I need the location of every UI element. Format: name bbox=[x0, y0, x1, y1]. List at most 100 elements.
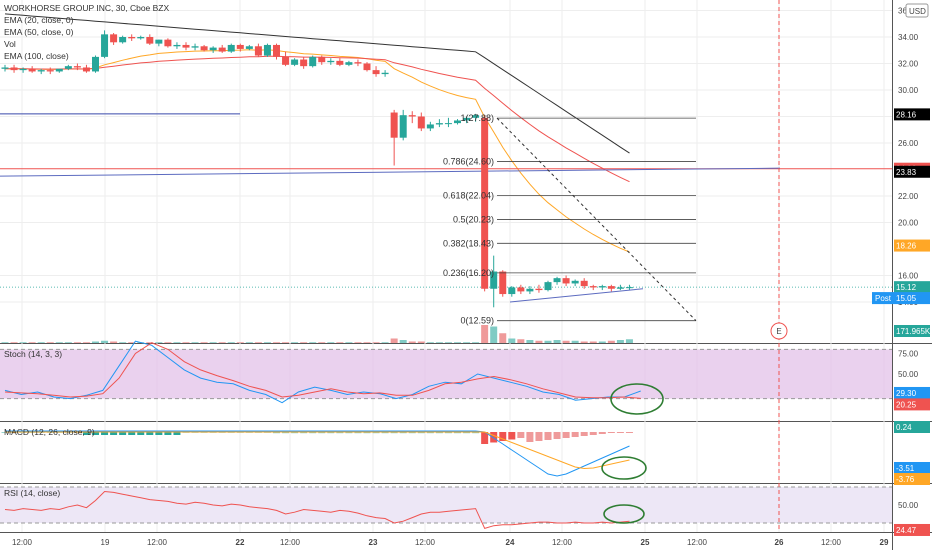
ema100-line bbox=[4, 13, 630, 154]
candle-body bbox=[336, 60, 344, 65]
volume-bar bbox=[444, 342, 452, 343]
candle-body bbox=[173, 44, 181, 47]
candle-body bbox=[417, 116, 425, 129]
currency-badge[interactable] bbox=[905, 3, 929, 18]
candle-body bbox=[553, 278, 561, 283]
candle-body bbox=[155, 39, 163, 44]
candle-body bbox=[64, 66, 72, 69]
macd-histogram-bar bbox=[399, 432, 407, 434]
price-tag bbox=[894, 281, 930, 294]
candle-body bbox=[263, 44, 271, 56]
time-tick-label: 29 bbox=[880, 538, 889, 547]
candle-body bbox=[191, 46, 199, 48]
volume-bar bbox=[390, 338, 398, 343]
price-tick-label: 16.00 bbox=[898, 272, 919, 281]
indicator-lines bbox=[0, 0, 892, 532]
macd-histogram-bar bbox=[372, 432, 380, 434]
candle-body bbox=[318, 56, 326, 63]
volume-bar bbox=[1, 342, 9, 343]
volume-bar bbox=[10, 342, 18, 343]
volume-bar bbox=[263, 342, 271, 343]
price-tag-label: 28.16 bbox=[896, 110, 917, 119]
rsi-line bbox=[4, 490, 630, 530]
candle-body bbox=[282, 56, 290, 65]
ema100-legend[interactable]: EMA (100, close) bbox=[4, 51, 69, 61]
price-tag bbox=[894, 165, 930, 178]
highlight-circle bbox=[603, 504, 645, 524]
ema20-line bbox=[4, 49, 630, 253]
candle-body bbox=[345, 62, 353, 65]
macd-histogram-bar bbox=[580, 432, 588, 436]
volume-bar bbox=[607, 340, 615, 343]
volume-bar bbox=[227, 342, 235, 343]
candle-body bbox=[1, 67, 9, 69]
macd-histogram-bar bbox=[327, 432, 335, 434]
volume-bar bbox=[463, 342, 471, 343]
volume-bar bbox=[526, 340, 534, 343]
volume-bar bbox=[209, 342, 217, 343]
fib-retracement[interactable]: 1(27.88) 0.786(24.60) 0.618(22.04) 0.5(20.2… bbox=[443, 113, 697, 326]
volume-bar bbox=[589, 341, 597, 343]
macd-histogram-bar bbox=[137, 432, 145, 435]
macd-histogram-bar bbox=[535, 432, 543, 441]
volume-bar bbox=[155, 342, 163, 343]
support-trendline bbox=[509, 288, 644, 303]
fib-label: 1(27.88) bbox=[460, 113, 494, 123]
macd-histogram-bar bbox=[417, 432, 425, 434]
stoch-legend[interactable]: Stoch (14, 3, 3) bbox=[4, 349, 62, 359]
candle-body bbox=[598, 286, 606, 288]
candle-body bbox=[218, 47, 226, 52]
candle-body bbox=[254, 46, 262, 56]
volume-bar bbox=[218, 342, 226, 343]
price-tag-label: 0.24 bbox=[896, 423, 912, 432]
volume-bar bbox=[282, 342, 290, 343]
macd-histogram-bar bbox=[128, 432, 136, 435]
macd-histogram-bar bbox=[354, 432, 362, 434]
rsi-legend[interactable]: RSI (14, close) bbox=[4, 488, 60, 498]
price-tag bbox=[894, 462, 930, 474]
time-tick-label: 19 bbox=[101, 538, 110, 547]
vol-legend[interactable]: Vol bbox=[4, 39, 16, 49]
volume-bar bbox=[64, 342, 72, 343]
time-tick-label: 12:00 bbox=[147, 538, 168, 547]
time-tick-label: 23 bbox=[369, 538, 378, 547]
price-tick-label: 32.00 bbox=[898, 60, 919, 69]
stoch-k-line bbox=[4, 340, 641, 404]
candle-body bbox=[472, 115, 480, 118]
time-tick-label: 12:00 bbox=[821, 538, 842, 547]
macd-histogram-bar bbox=[110, 432, 118, 435]
candle-body bbox=[10, 67, 18, 71]
volume-bar bbox=[182, 342, 190, 343]
volume-bar bbox=[499, 333, 507, 343]
time-tick-label: 12:00 bbox=[687, 538, 708, 547]
rsi-tick-label: 50.00 bbox=[898, 501, 919, 510]
volume-bar bbox=[408, 341, 416, 343]
candle-body bbox=[508, 287, 516, 295]
price-tick-label: 30.00 bbox=[898, 86, 919, 95]
earnings-marker-icon bbox=[770, 322, 788, 340]
stoch-tick-label: 50.00 bbox=[898, 370, 919, 379]
time-tick-label: 24 bbox=[506, 538, 515, 547]
macd-histogram-bar bbox=[146, 432, 154, 435]
ema20-legend[interactable]: EMA (20, close, 0) bbox=[4, 15, 74, 25]
candle-body bbox=[309, 56, 317, 67]
macd-legend[interactable]: MACD (12, 26, close, 9) bbox=[4, 427, 95, 437]
fib-label: 0.382(18.43) bbox=[443, 238, 494, 248]
price-tick-label: 22.00 bbox=[898, 192, 919, 201]
volume-bar bbox=[562, 340, 570, 343]
candles bbox=[1, 30, 633, 308]
macd-histogram-bar bbox=[336, 432, 344, 434]
candle-body bbox=[28, 68, 36, 72]
price-tag bbox=[894, 523, 930, 536]
macd-histogram-bar bbox=[553, 432, 561, 439]
volume-bar bbox=[318, 342, 326, 343]
volume-bar bbox=[309, 342, 317, 343]
macd-histogram-bar bbox=[155, 432, 163, 435]
macd-line bbox=[5, 430, 630, 477]
volume-bar bbox=[146, 342, 154, 343]
price-tick-label: 34.00 bbox=[898, 33, 919, 42]
annotations[interactable]: E bbox=[601, 322, 788, 524]
candle-body bbox=[46, 70, 54, 72]
ema50-legend[interactable]: EMA (50, close, 0) bbox=[4, 27, 74, 37]
